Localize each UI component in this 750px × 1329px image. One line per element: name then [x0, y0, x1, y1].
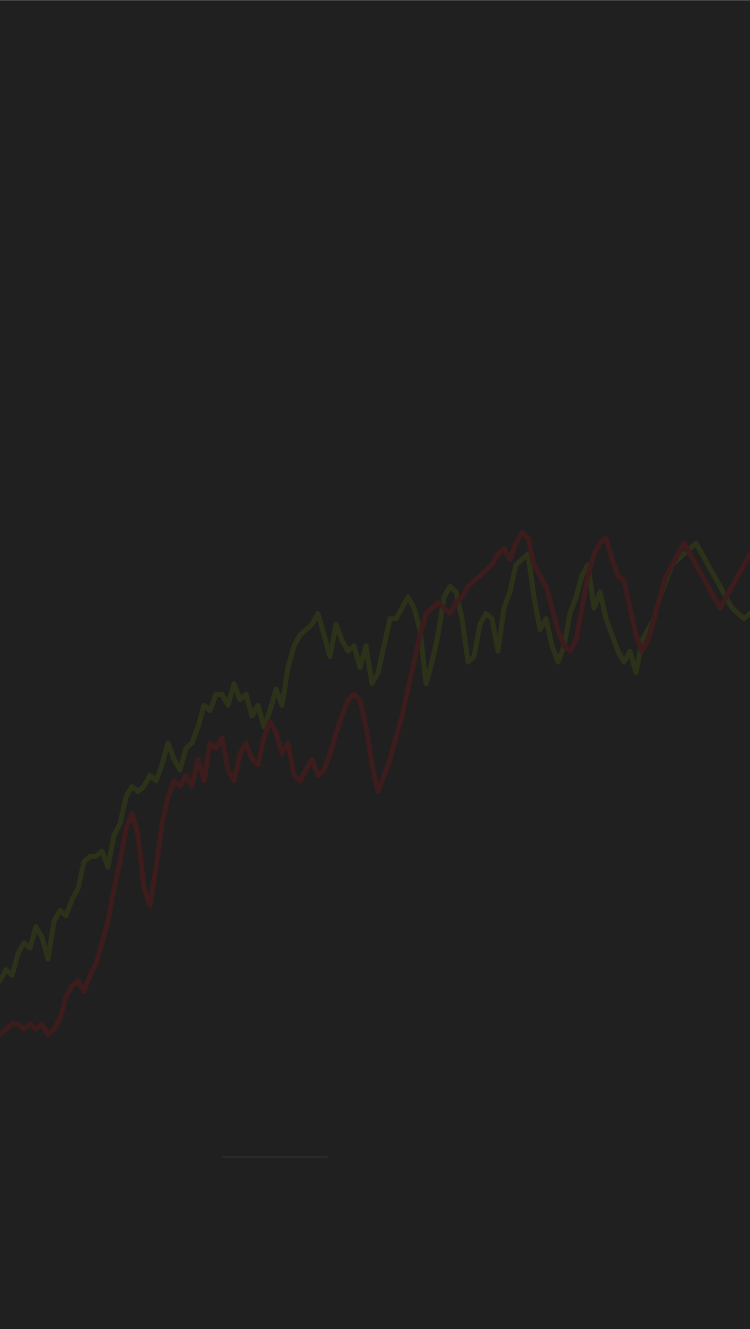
top-edge-divider — [0, 0, 750, 1]
series-line-green — [0, 540, 750, 984]
series-line-red — [0, 529, 750, 1038]
home-indicator[interactable] — [222, 1156, 328, 1158]
chart-series-layer — [0, 529, 750, 1038]
